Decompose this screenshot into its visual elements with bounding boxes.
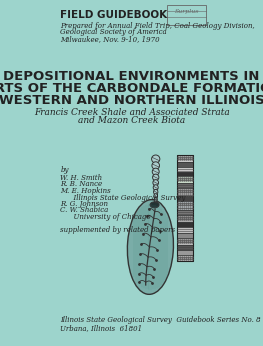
Bar: [177, 255, 193, 261]
Ellipse shape: [154, 189, 158, 194]
Bar: [177, 250, 193, 255]
Text: R. B. Nance: R. B. Nance: [60, 181, 103, 189]
Ellipse shape: [151, 155, 160, 163]
Bar: [177, 222, 193, 227]
Bar: [177, 188, 193, 196]
Bar: [168, 5, 206, 25]
Text: FIELD GUIDEBOOK: FIELD GUIDEBOOK: [60, 10, 168, 20]
Ellipse shape: [154, 194, 158, 198]
Bar: [177, 183, 193, 188]
Bar: [177, 201, 193, 210]
Text: Geological Society of America: Geological Society of America: [60, 28, 167, 36]
Text: C. W. Shabica: C. W. Shabica: [60, 207, 109, 215]
Text: and Mazon Creek Biota: and Mazon Creek Biota: [78, 116, 185, 125]
Text: WESTERN AND NORTHERN ILLINOIS: WESTERN AND NORTHERN ILLINOIS: [0, 94, 263, 107]
Text: University of Chicago: University of Chicago: [60, 213, 151, 221]
Bar: [177, 155, 193, 162]
Text: W. H. Smith: W. H. Smith: [60, 174, 103, 182]
Ellipse shape: [127, 200, 174, 294]
Ellipse shape: [153, 185, 158, 190]
Bar: [177, 162, 193, 167]
Text: by: by: [60, 166, 69, 174]
Ellipse shape: [153, 180, 159, 186]
Text: PARTS OF THE CARBONDALE FORMATION-: PARTS OF THE CARBONDALE FORMATION-: [0, 82, 263, 95]
Ellipse shape: [154, 198, 157, 201]
Bar: [177, 215, 193, 222]
Text: DEPOSITIONAL ENVIRONMENTS IN: DEPOSITIONAL ENVIRONMENTS IN: [3, 70, 260, 83]
Bar: [177, 172, 193, 176]
Bar: [177, 238, 193, 245]
Ellipse shape: [150, 202, 159, 208]
Text: Milwaukee, Nov. 9-10, 1970: Milwaukee, Nov. 9-10, 1970: [60, 35, 160, 43]
Text: Urbana, Illinois  61801: Urbana, Illinois 61801: [60, 324, 143, 332]
Ellipse shape: [152, 162, 159, 169]
Text: Prepared for Annual Field Trip, Coal Geology Division,: Prepared for Annual Field Trip, Coal Geo…: [60, 22, 255, 30]
Text: Illinois State Geological Survey  Guidebook Series No. 8: Illinois State Geological Survey Guidebo…: [60, 316, 261, 324]
Bar: [177, 210, 193, 215]
Ellipse shape: [152, 168, 159, 175]
Text: R. G. Johnson: R. G. Johnson: [60, 200, 108, 208]
Bar: [177, 196, 193, 201]
Bar: [177, 233, 193, 238]
Text: Francis Creek Shale and Associated Strata: Francis Creek Shale and Associated Strat…: [34, 108, 230, 117]
Bar: [177, 167, 193, 172]
Text: Surplus: Surplus: [174, 9, 199, 15]
Bar: [177, 176, 193, 183]
Bar: [177, 245, 193, 250]
Text: M. E. Hopkins: M. E. Hopkins: [60, 187, 111, 195]
Bar: [177, 227, 193, 233]
Bar: [177, 155, 193, 261]
Text: Illinois State Geological Survey: Illinois State Geological Survey: [60, 193, 186, 201]
Ellipse shape: [153, 174, 159, 181]
Text: supplemented by related papers: supplemented by related papers: [60, 226, 175, 234]
Ellipse shape: [154, 201, 157, 204]
